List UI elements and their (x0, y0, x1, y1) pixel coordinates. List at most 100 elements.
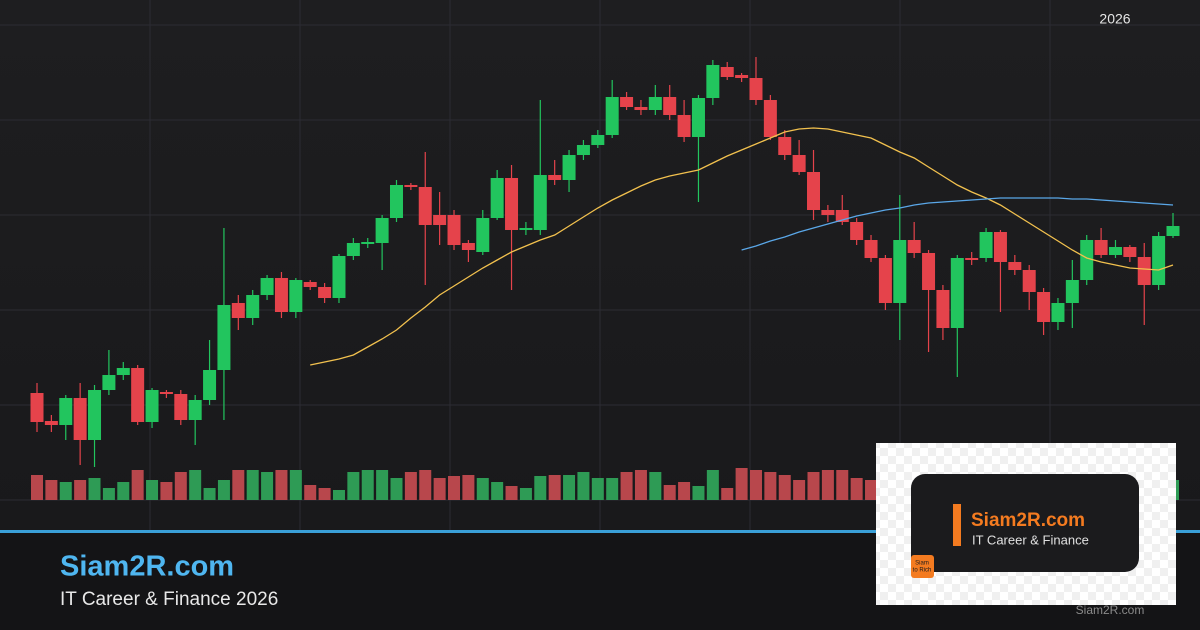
volume-bar (793, 480, 806, 500)
volume-bar (261, 472, 274, 500)
candle-body (44, 421, 58, 425)
candle-body (850, 222, 864, 240)
card-tagline: IT Career & Finance (972, 532, 1089, 547)
card-accent (953, 504, 961, 546)
volume-bar (735, 468, 748, 500)
volume-bar (649, 472, 662, 500)
candle-body (1037, 292, 1051, 322)
volume-bar (131, 470, 144, 500)
volume-bar (548, 475, 561, 500)
candle-body (1123, 247, 1137, 257)
volume-bar (433, 478, 446, 500)
candle-body (605, 97, 619, 135)
candle-body (620, 97, 634, 107)
candle-body (389, 185, 403, 218)
candle-body (174, 394, 188, 420)
volume-bar (361, 470, 374, 500)
moving-average (741, 197, 1174, 251)
candle-body (878, 258, 892, 303)
volume-bar (232, 470, 245, 500)
logo-bottom: to Rich (913, 568, 932, 574)
candle-body (1080, 240, 1094, 280)
volume-bar (865, 480, 878, 500)
volume-bar (102, 488, 115, 500)
volume-bar (45, 480, 58, 500)
volume-bar (448, 476, 461, 500)
candle-body (663, 97, 677, 115)
candle-body (1094, 240, 1108, 255)
volume-bar (620, 472, 633, 500)
candle-body (979, 232, 993, 258)
volume-bar (462, 475, 475, 500)
volume-bar (476, 478, 489, 500)
volume-bar (74, 480, 87, 500)
candle-body (533, 175, 547, 230)
volume-bar (304, 485, 317, 500)
candle-body (735, 75, 749, 78)
candle-body (346, 243, 360, 256)
candle-body (591, 135, 605, 145)
volume-bar (821, 470, 834, 500)
candle-body (433, 215, 447, 225)
volume-bar (807, 472, 820, 500)
candle-body (73, 398, 87, 440)
candle-body (706, 65, 720, 98)
candle-body (720, 67, 734, 77)
logo-card: Siam2R.com IT Career & Finance Siam to R… (876, 443, 1176, 605)
candle-body (116, 368, 130, 375)
candle-body (246, 295, 260, 318)
volume-bar (491, 482, 504, 500)
candle-body (548, 175, 562, 180)
candle-body (519, 228, 533, 230)
volume-bar (663, 485, 676, 500)
candle-body (821, 210, 835, 215)
candle-body (749, 78, 763, 100)
candle-body (792, 155, 806, 172)
candle-body (634, 107, 648, 110)
candle-body (950, 258, 964, 328)
candle-body (361, 242, 375, 244)
volume-bar (606, 478, 619, 500)
volume-bar (189, 470, 202, 500)
candle-body (864, 240, 878, 258)
candle-body (1137, 257, 1151, 285)
volume-bar (376, 470, 389, 500)
volume-bar (332, 490, 345, 500)
volume-bar (764, 472, 777, 500)
candle-body (188, 400, 202, 420)
divider (0, 530, 1200, 533)
volume-bar (318, 488, 331, 500)
volume-bar (203, 488, 216, 500)
candle-body (763, 100, 777, 137)
candle-body (303, 282, 317, 287)
candle-body (1108, 247, 1122, 255)
corner-label: 2026 (1099, 11, 1130, 27)
candle-body (691, 98, 705, 137)
footer-tagline: IT Career & Finance 2026 (60, 589, 278, 610)
candle-body (1051, 303, 1065, 322)
volume-bar (160, 482, 173, 500)
volume-bar (692, 486, 705, 500)
candle-body (505, 178, 519, 230)
volume-bar (749, 470, 762, 500)
volume-bar (275, 470, 288, 500)
volume-bar (217, 480, 230, 500)
candle-body (778, 137, 792, 155)
volume-bar (519, 488, 532, 500)
candle-body (30, 393, 44, 422)
candle-body (476, 218, 490, 252)
volume-bar (404, 472, 417, 500)
volume-bar (778, 475, 791, 500)
candle-body (418, 187, 432, 225)
candle-body (260, 278, 274, 295)
volume-bar (505, 486, 518, 500)
candle-body (318, 287, 332, 298)
candle-body (648, 97, 662, 110)
card (911, 474, 1139, 572)
candle-body (677, 115, 691, 137)
volume-bar (174, 472, 187, 500)
volume-bar (577, 472, 590, 500)
candle-body (145, 390, 159, 422)
volume-bar (850, 478, 863, 500)
